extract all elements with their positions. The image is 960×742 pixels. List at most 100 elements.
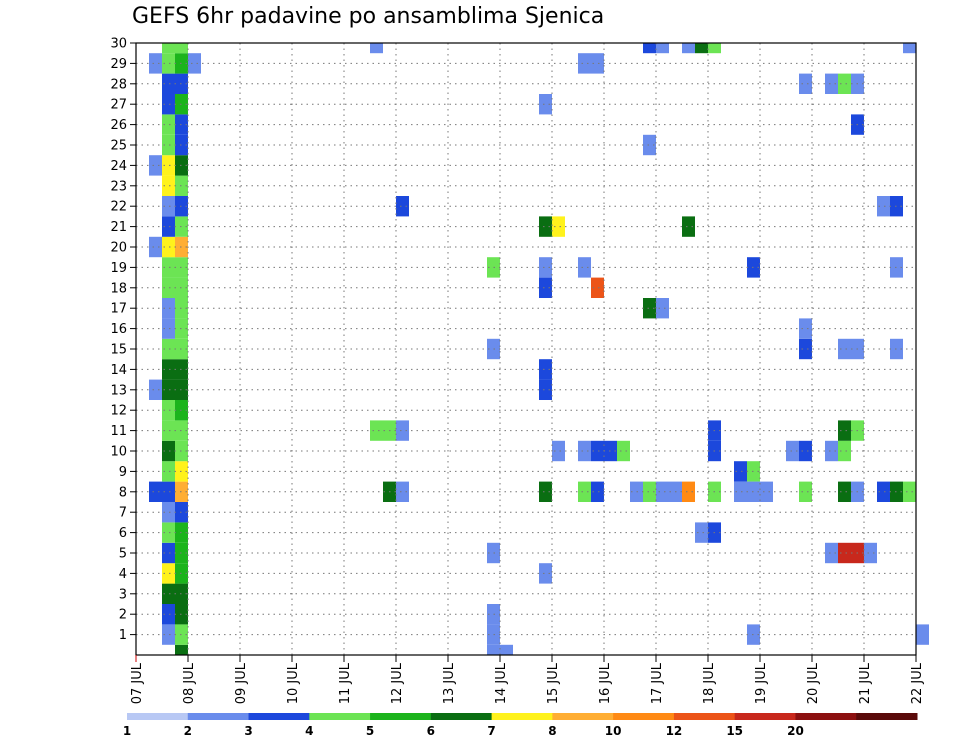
heatmap-cell xyxy=(734,481,747,502)
y-tick-label: 6 xyxy=(119,526,127,541)
y-tick-label: 28 xyxy=(110,77,127,92)
heatmap-cell xyxy=(162,420,175,441)
heatmap-cell xyxy=(162,542,175,564)
chart-title: GEFS 6hr padavine po ansamblima Sjenica xyxy=(132,4,605,29)
heatmap-cell xyxy=(799,318,812,339)
y-tick-label: 9 xyxy=(119,465,127,480)
y-tick-label: 13 xyxy=(110,383,127,398)
colorbar-label: 3 xyxy=(244,724,252,738)
heatmap-cell xyxy=(162,604,175,625)
heatmap-cell xyxy=(552,440,565,462)
y-tick-label: 23 xyxy=(110,179,127,194)
heatmap-cell xyxy=(162,277,175,298)
colorbar-swatch xyxy=(795,713,857,720)
heatmap-cell xyxy=(656,43,669,54)
heatmap-cell xyxy=(162,461,175,482)
heatmap-cell xyxy=(838,73,851,94)
y-tick-label: 12 xyxy=(110,404,127,419)
colorbar-label: 8 xyxy=(548,724,556,738)
y-tick-label: 22 xyxy=(110,200,127,215)
heatmap-cell xyxy=(916,624,929,645)
heatmap-cell xyxy=(370,420,383,441)
heatmap-cell xyxy=(162,583,175,604)
y-tick-label: 4 xyxy=(119,567,127,582)
x-tick-label: 16 JUL xyxy=(598,662,613,704)
colorbar-swatch xyxy=(248,713,310,720)
colorbar-label: 20 xyxy=(787,724,804,738)
heatmap-cell xyxy=(799,73,812,94)
x-tick-label: 20 JUL xyxy=(806,662,821,704)
colorbar-label: 12 xyxy=(666,724,683,738)
heatmap-cell xyxy=(162,522,175,543)
y-tick-label: 14 xyxy=(110,363,127,378)
heatmap-cell xyxy=(682,481,695,502)
heatmap-cell xyxy=(162,298,175,319)
y-tick-label: 1 xyxy=(119,628,127,643)
heatmap-cell xyxy=(162,114,175,135)
heatmap-cell xyxy=(578,440,591,462)
colorbar-swatch xyxy=(552,713,614,720)
heatmap-cell xyxy=(162,134,175,156)
colorbar-swatch xyxy=(370,713,432,720)
heatmap-cell xyxy=(877,481,890,502)
heatmap-cell xyxy=(500,644,513,655)
colorbar-swatch xyxy=(613,713,675,720)
heatmap-cell xyxy=(643,298,656,319)
colorbar-label: 6 xyxy=(427,724,435,738)
heatmap-cell xyxy=(825,73,838,94)
heatmap-cell xyxy=(162,175,175,196)
heatmap-cell xyxy=(487,644,500,655)
colorbar-label: 2 xyxy=(184,724,192,738)
heatmap-cell xyxy=(825,440,838,462)
heatmap-cell xyxy=(162,502,175,523)
heatmap-cell xyxy=(591,53,604,74)
heatmap-cell xyxy=(396,481,409,502)
colorbar-swatch xyxy=(430,713,493,720)
y-tick-label: 19 xyxy=(110,261,127,276)
heatmap-cell xyxy=(838,542,851,564)
y-tick-label: 3 xyxy=(119,587,127,602)
heatmap-cell xyxy=(539,277,552,298)
y-tick-label: 30 xyxy=(110,37,127,52)
colorbar-swatch xyxy=(309,713,371,720)
y-tick-label: 29 xyxy=(110,57,127,72)
x-tick-label: 10 JUL xyxy=(286,662,301,704)
heatmap-cell xyxy=(864,542,877,564)
heatmap-cell xyxy=(799,481,812,502)
heatmap-cell xyxy=(162,563,175,584)
heatmap-cell xyxy=(591,440,604,462)
colorbar-swatch xyxy=(673,713,736,720)
heatmap-cell xyxy=(539,563,552,584)
y-axis: 1234567891011121314151617181920212223242… xyxy=(110,37,136,643)
y-tick-label: 18 xyxy=(110,281,127,296)
heatmap-cell xyxy=(162,43,175,54)
heatmap-cell xyxy=(162,400,175,421)
heatmap-cell xyxy=(162,379,175,400)
heatmap-cell xyxy=(643,481,656,502)
heatmap-cell xyxy=(838,440,851,462)
colorbar-label: 5 xyxy=(366,724,374,738)
heatmap-cell xyxy=(695,522,708,543)
y-tick-label: 24 xyxy=(110,159,127,174)
heatmap-cell xyxy=(838,481,851,502)
heatmap-cell xyxy=(149,236,162,258)
heatmap-cell xyxy=(162,216,175,237)
heatmap-cell xyxy=(539,257,552,278)
heatmap-cell xyxy=(188,53,201,74)
y-tick-label: 26 xyxy=(110,118,127,133)
colorbar-label: 1 xyxy=(123,724,131,738)
heatmap-cell xyxy=(175,43,188,54)
y-tick-label: 5 xyxy=(119,547,127,562)
heatmap-cell xyxy=(396,196,409,217)
heatmap-cell xyxy=(162,359,175,380)
heatmap-cell xyxy=(903,43,916,54)
x-tick-label: 15 JUL xyxy=(546,662,561,704)
heatmap-cell xyxy=(760,481,773,502)
heatmap-cell xyxy=(149,53,162,74)
heatmap-cell xyxy=(539,94,552,115)
heatmap-cells xyxy=(149,43,929,655)
heatmap-cell xyxy=(708,43,721,54)
y-tick-label: 11 xyxy=(110,424,127,439)
heatmap-cell xyxy=(656,481,669,502)
colorbar-label: 15 xyxy=(726,724,743,738)
